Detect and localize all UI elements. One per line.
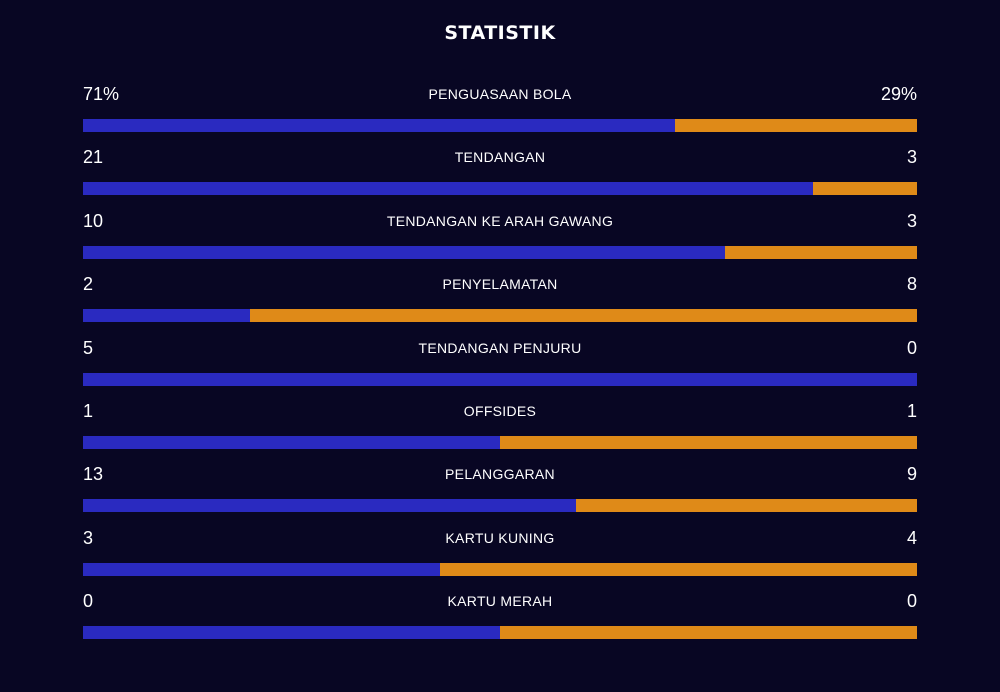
stat-header: 71% PENGUASAAN BOLA 29% — [83, 79, 917, 107]
home-value: 5 — [83, 337, 94, 358]
stat-row: 21 TENDANGAN 3 — [83, 142, 917, 205]
stat-header: 1 OFFSIDES 1 — [83, 396, 917, 424]
away-value: 3 — [906, 210, 917, 231]
away-value: 29% — [880, 84, 917, 104]
stat-label: TENDANGAN KE ARAH GAWANG — [386, 212, 614, 229]
stat-row: 0 KARTU MERAH 0 — [83, 586, 917, 649]
stat-header: 0 KARTU MERAH 0 — [83, 586, 917, 614]
home-value: 13 — [83, 464, 104, 485]
away-value: 3 — [906, 147, 917, 168]
stat-header: 2 PENYELAMATAN 8 — [83, 269, 917, 297]
stat-label: OFFSIDES — [463, 402, 537, 419]
home-value: 21 — [83, 147, 104, 168]
away-value: 9 — [906, 464, 917, 485]
away-bar-fill — [440, 562, 917, 576]
stat-row: 3 KARTU KUNING 4 — [83, 523, 917, 586]
away-bar-fill — [724, 245, 917, 259]
away-bar-fill — [812, 182, 917, 196]
away-bar-fill — [575, 499, 917, 513]
stat-row: 2 PENYELAMATAN 8 — [83, 269, 917, 332]
stat-header: 10 TENDANGAN KE ARAH GAWANG 3 — [83, 206, 917, 234]
home-value: 1 — [83, 400, 94, 421]
comparison-bar — [83, 435, 917, 449]
stat-header: 5 TENDANGAN PENJURU 0 — [83, 333, 917, 361]
stats-list: 71% PENGUASAAN BOLA 29% 21 TENDANGAN 3 10 TENDA… — [83, 79, 917, 650]
stat-label: PENGUASAAN BOLA — [428, 86, 572, 102]
stat-header: 13 PELANGGARAN 9 — [83, 459, 917, 487]
away-bar-fill — [500, 626, 917, 640]
comparison-bar — [83, 182, 917, 196]
page-title: STATISTIK — [444, 22, 556, 44]
home-bar-fill — [83, 626, 500, 640]
home-value: 71% — [83, 84, 120, 104]
comparison-bar — [83, 562, 917, 576]
stat-header: 3 KARTU KUNING 4 — [83, 523, 917, 551]
comparison-bar — [83, 499, 917, 513]
comparison-bar — [83, 626, 917, 640]
stat-label: TENDANGAN PENJURU — [418, 339, 582, 356]
home-value: 10 — [83, 210, 104, 231]
stat-row: 13 PELANGGARAN 9 — [83, 459, 917, 522]
comparison-bar — [83, 372, 917, 386]
home-bar-fill — [83, 372, 917, 386]
away-value: 4 — [906, 527, 917, 548]
stat-label: TENDANGAN — [454, 149, 546, 166]
away-bar-fill — [500, 435, 917, 449]
home-bar-fill — [83, 309, 250, 323]
home-bar-fill — [83, 119, 676, 132]
stat-row: 5 TENDANGAN PENJURU 0 — [83, 333, 917, 396]
comparison-bar — [83, 245, 917, 259]
home-value: 3 — [83, 527, 94, 548]
away-value: 1 — [906, 400, 917, 421]
away-value: 8 — [906, 274, 917, 295]
comparison-bar — [83, 309, 917, 323]
home-bar-fill — [83, 499, 576, 513]
stat-row: 10 TENDANGAN KE ARAH GAWANG 3 — [83, 206, 917, 269]
stat-header: 21 TENDANGAN 3 — [83, 142, 917, 170]
stat-row: 71% PENGUASAAN BOLA 29% — [83, 79, 917, 142]
stat-label: KARTU MERAH — [447, 593, 553, 610]
away-bar-fill — [249, 309, 917, 323]
stat-label: PENYELAMATAN — [442, 276, 558, 293]
stat-label: PELANGGARAN — [445, 466, 555, 483]
home-bar-fill — [83, 182, 813, 196]
home-bar-fill — [83, 435, 500, 449]
stat-label: KARTU KUNING — [445, 529, 555, 546]
away-bar-fill — [675, 119, 917, 132]
stat-row: 1 OFFSIDES 1 — [83, 396, 917, 459]
home-bar-fill — [83, 245, 725, 259]
home-value: 2 — [83, 274, 94, 295]
away-value: 0 — [906, 337, 917, 358]
comparison-bar — [83, 119, 917, 132]
home-value: 0 — [83, 591, 94, 612]
away-value: 0 — [906, 591, 917, 612]
home-bar-fill — [83, 562, 441, 576]
